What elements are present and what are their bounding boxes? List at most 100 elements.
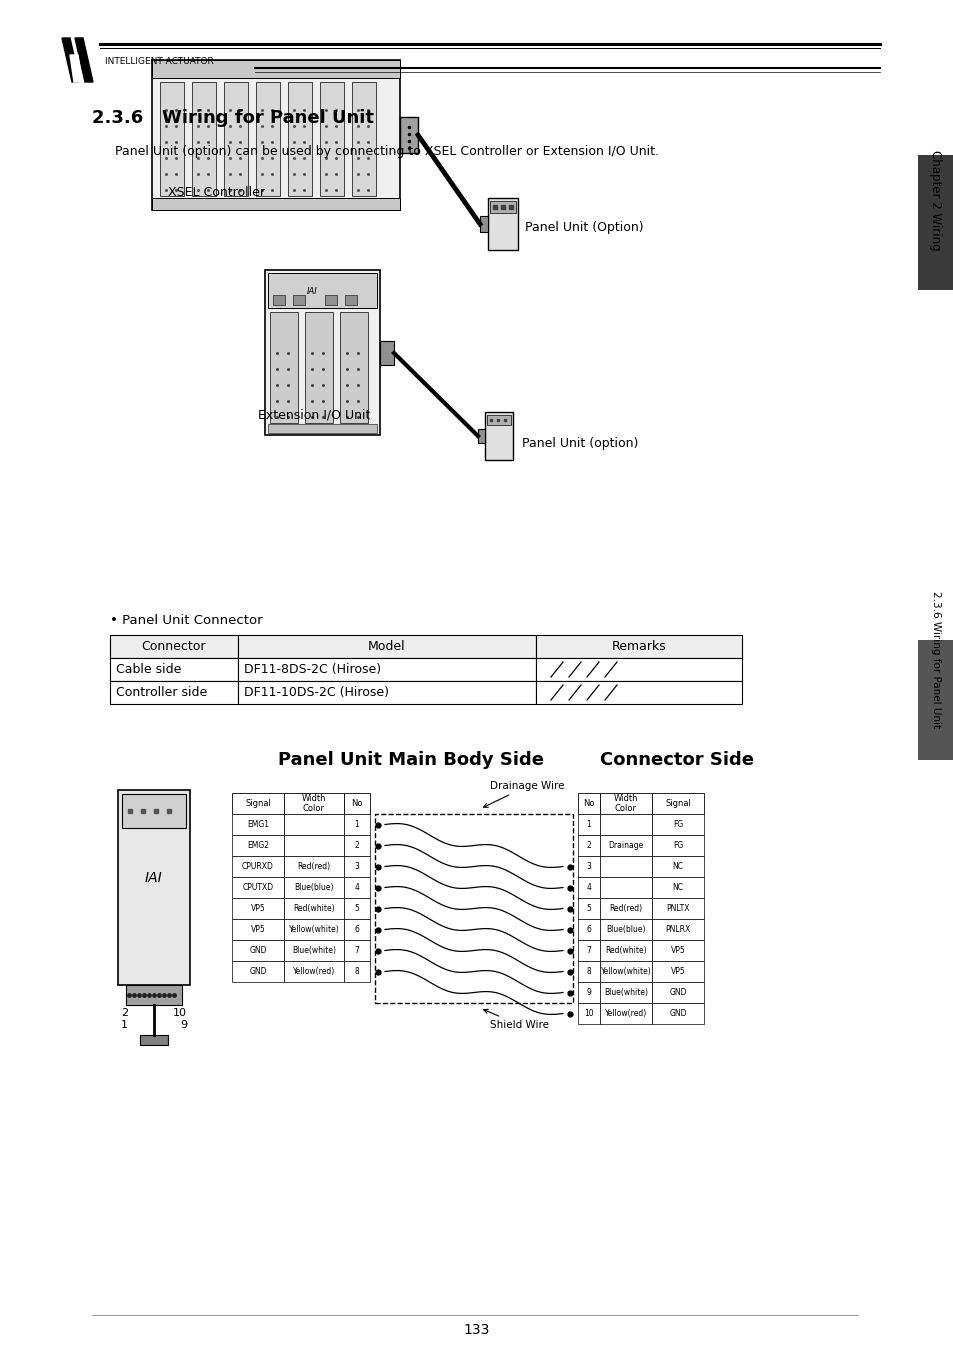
Bar: [651, 792, 703, 814]
Text: Panel Unit (Option): Panel Unit (Option): [524, 221, 643, 235]
Text: VP5: VP5: [251, 925, 265, 934]
Bar: [284, 792, 344, 814]
Bar: [578, 981, 599, 1003]
Text: Blue(white): Blue(white): [292, 946, 335, 954]
Text: Extension I/O Unit: Extension I/O Unit: [257, 409, 370, 421]
Bar: [578, 836, 599, 856]
Bar: [375, 814, 573, 1003]
Bar: [578, 792, 599, 814]
Bar: [325, 296, 336, 305]
Bar: [599, 981, 651, 1003]
Bar: [599, 1003, 651, 1025]
Text: Width
Color: Width Color: [613, 794, 638, 813]
Text: Remarks: Remarks: [611, 640, 666, 653]
Bar: [578, 898, 599, 919]
Bar: [578, 919, 599, 940]
Text: PNLTX: PNLTX: [665, 904, 689, 913]
Bar: [488, 198, 517, 250]
Bar: [651, 898, 703, 919]
Text: 3: 3: [355, 863, 359, 871]
Bar: [110, 634, 237, 657]
Polygon shape: [62, 38, 80, 82]
Text: Drainage: Drainage: [608, 841, 643, 850]
Bar: [344, 814, 370, 836]
Bar: [578, 814, 599, 836]
Text: 4: 4: [355, 883, 359, 892]
Text: Red(white): Red(white): [293, 904, 335, 913]
Bar: [118, 790, 190, 986]
Text: 9: 9: [180, 1021, 187, 1030]
Bar: [232, 856, 284, 878]
Text: 4: 4: [586, 883, 591, 892]
Bar: [293, 296, 305, 305]
Text: NC: NC: [672, 883, 682, 892]
Bar: [599, 792, 651, 814]
Bar: [273, 296, 285, 305]
Text: Drainage Wire: Drainage Wire: [483, 782, 564, 807]
Bar: [536, 680, 741, 703]
Text: Red(red): Red(red): [297, 863, 331, 871]
Text: FG: FG: [672, 841, 682, 850]
Bar: [344, 878, 370, 898]
Bar: [599, 856, 651, 878]
Text: 133: 133: [463, 1323, 490, 1336]
Bar: [255, 82, 280, 196]
Text: IAI: IAI: [306, 288, 317, 297]
Text: 2: 2: [121, 1008, 128, 1018]
Bar: [651, 814, 703, 836]
Bar: [160, 82, 184, 196]
Bar: [284, 919, 344, 940]
Bar: [344, 919, 370, 940]
Bar: [344, 898, 370, 919]
Text: IAI: IAI: [145, 871, 163, 886]
Text: Panel Unit Main Body Side: Panel Unit Main Body Side: [277, 751, 543, 769]
Bar: [344, 856, 370, 878]
Bar: [578, 856, 599, 878]
Text: Cable side: Cable side: [116, 663, 181, 676]
Bar: [486, 414, 511, 425]
Bar: [477, 429, 484, 443]
Bar: [651, 981, 703, 1003]
Bar: [344, 940, 370, 961]
Text: Width
Color: Width Color: [301, 794, 326, 813]
Text: CPURXD: CPURXD: [242, 863, 274, 871]
Text: EMG1: EMG1: [247, 819, 269, 829]
Text: PNLRX: PNLRX: [664, 925, 690, 934]
Text: Yellow(red): Yellow(red): [604, 1008, 646, 1018]
Bar: [536, 657, 741, 680]
Text: 2: 2: [586, 841, 591, 850]
Text: 10: 10: [172, 1008, 187, 1018]
Bar: [536, 634, 741, 657]
Bar: [319, 82, 344, 196]
Text: VP5: VP5: [670, 967, 684, 976]
Bar: [232, 792, 284, 814]
Bar: [344, 792, 370, 814]
Text: 5: 5: [586, 904, 591, 913]
Bar: [110, 657, 237, 680]
Text: Yellow(white): Yellow(white): [289, 925, 339, 934]
Bar: [379, 342, 394, 365]
Bar: [344, 836, 370, 856]
Text: VP5: VP5: [670, 946, 684, 954]
Bar: [651, 878, 703, 898]
Text: 7: 7: [586, 946, 591, 954]
Bar: [232, 940, 284, 961]
Bar: [232, 814, 284, 836]
Bar: [232, 961, 284, 981]
Bar: [599, 961, 651, 981]
Text: GND: GND: [669, 1008, 686, 1018]
Text: DF11-10DS-2C (Hirose): DF11-10DS-2C (Hirose): [244, 686, 389, 699]
Text: 8: 8: [586, 967, 591, 976]
Bar: [110, 680, 237, 703]
Bar: [268, 273, 376, 308]
Bar: [284, 961, 344, 981]
Text: 9: 9: [586, 988, 591, 998]
Text: Signal: Signal: [245, 799, 271, 809]
Bar: [284, 898, 344, 919]
Bar: [344, 961, 370, 981]
Text: Yellow(red): Yellow(red): [293, 967, 335, 976]
Text: Red(white): Red(white): [604, 946, 646, 954]
Text: Blue(blue): Blue(blue): [605, 925, 645, 934]
Text: 6: 6: [355, 925, 359, 934]
Bar: [578, 961, 599, 981]
